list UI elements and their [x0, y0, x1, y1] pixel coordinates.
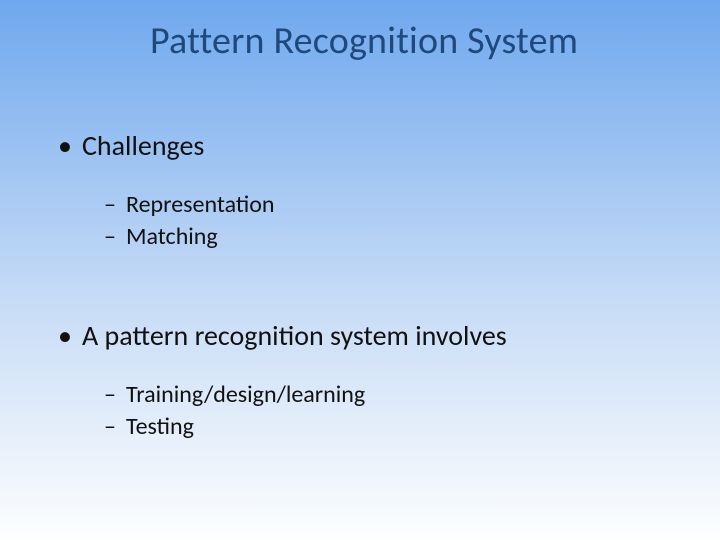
slide-content: Challenges Representation Matching A pat…	[0, 64, 720, 444]
bullet-lvl2-text: Testing	[126, 412, 194, 441]
bullet-lvl2-text: Training/design/learning	[126, 380, 365, 409]
spacer	[54, 282, 720, 318]
bullet-lvl1-text: A pattern recognition system involves	[82, 318, 507, 353]
bullet-list-lvl1: Challenges Representation Matching A pat…	[54, 128, 720, 444]
bullet-lvl2: Matching	[104, 221, 720, 253]
bullet-lvl2: Testing	[104, 411, 720, 443]
bullet-lvl2-text: Representation	[126, 190, 275, 219]
bullet-lvl2-text: Matching	[126, 222, 218, 251]
bullet-list-lvl2: Training/design/learning Testing	[82, 379, 720, 444]
bullet-lvl2: Representation	[104, 189, 720, 221]
bullet-lvl1: A pattern recognition system involves Tr…	[54, 318, 720, 444]
bullet-lvl1-text: Challenges	[82, 128, 204, 163]
slide-title: Pattern Recognition System	[0, 18, 720, 64]
bullet-lvl1: Challenges Representation Matching	[54, 128, 720, 254]
bullet-list-lvl2: Representation Matching	[82, 189, 720, 254]
bullet-lvl2: Training/design/learning	[104, 379, 720, 411]
slide: Pattern Recognition System Challenges Re…	[0, 0, 720, 540]
